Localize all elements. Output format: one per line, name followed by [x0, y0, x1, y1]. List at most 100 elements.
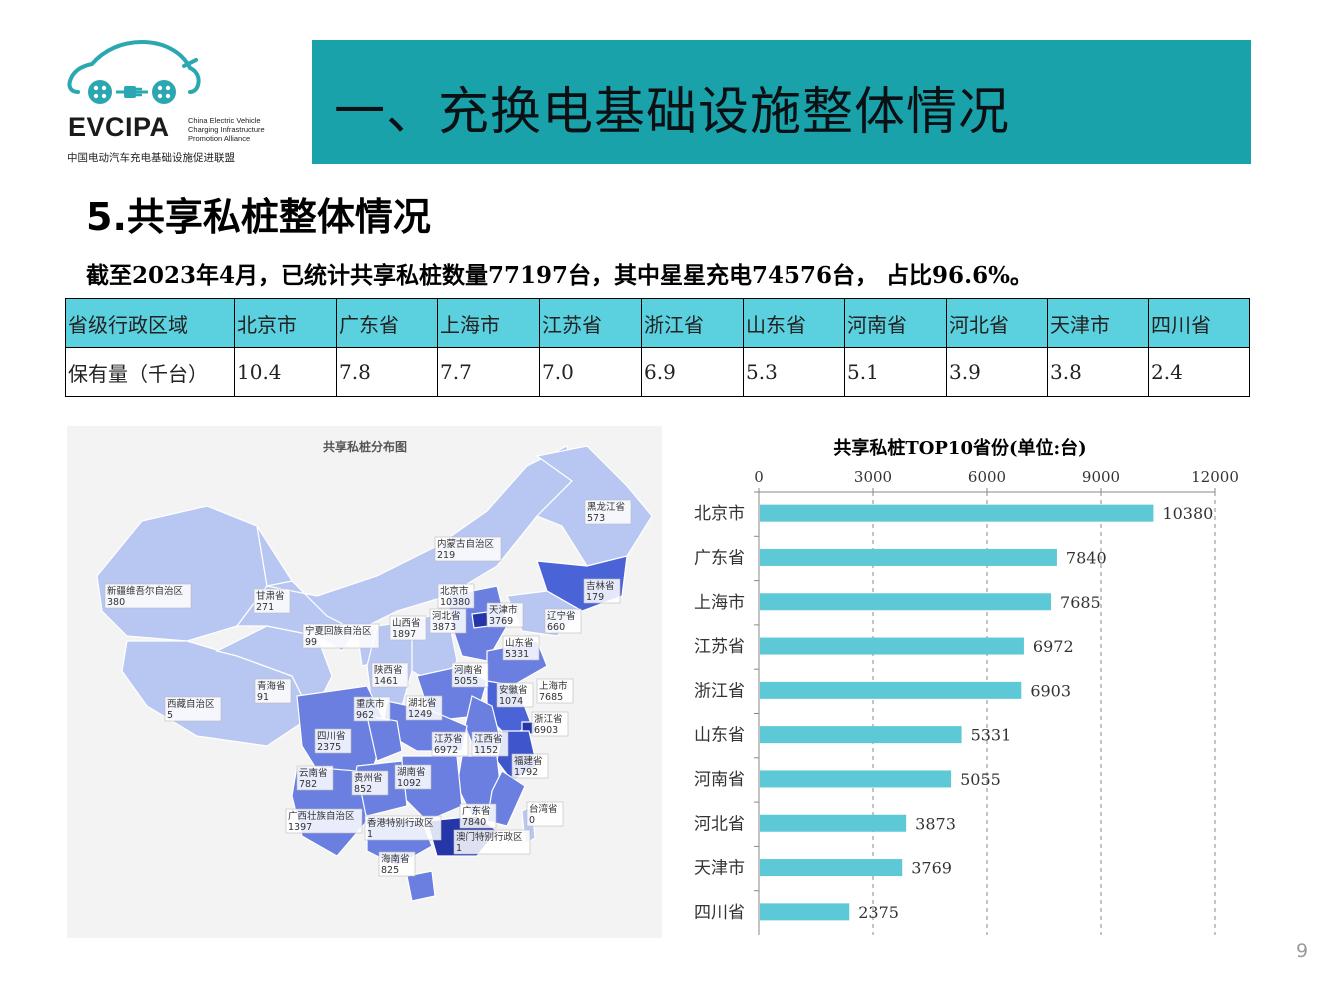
- table-cell: 7.8: [336, 347, 438, 397]
- map-label-name: 广东省: [462, 805, 491, 817]
- map-label-name: 湖北省: [408, 697, 437, 709]
- map-label-value: 0: [529, 815, 535, 826]
- table-cell: 5.3: [743, 347, 845, 397]
- x-tick-label: 0: [754, 468, 764, 486]
- table-header-cell: 河北省: [946, 298, 1048, 348]
- category-label: 山东省: [694, 726, 745, 746]
- map-label-value: 99: [305, 637, 317, 648]
- map-label-name: 河北省: [432, 610, 461, 622]
- x-tick-label: 9000: [1082, 468, 1120, 486]
- data-label: 7685: [1060, 593, 1101, 612]
- table-cell: 6.9: [641, 347, 744, 397]
- map-label-name: 吉林省: [586, 580, 615, 592]
- table-cell: 3.9: [946, 347, 1048, 397]
- map-label-value: 1897: [392, 629, 416, 640]
- evcipa-logo: EVCIPA China Electric Vehicle Charging I…: [62, 38, 277, 168]
- map-label-name: 福建省: [514, 755, 543, 767]
- map-label-name: 江苏省: [434, 733, 463, 745]
- map-label-name: 台湾省: [529, 803, 558, 815]
- table-header-cell: 广东省: [336, 298, 438, 348]
- summary-text: 截至2023年4月，已统计共享私桩数量77197台，其中星星充电74576台， …: [86, 262, 1033, 289]
- province-table: 省级行政区域 北京市 广东省 上海市 江苏省 浙江省 山东省 河南省 河北省 天…: [65, 298, 1250, 397]
- logo-chinese-name: 中国电动汽车充电基础设施促进联盟: [67, 152, 235, 164]
- map-label-value: 1: [456, 843, 462, 854]
- table-header-row: 省级行政区域 北京市 广东省 上海市 江苏省 浙江省 山东省 河南省 河北省 天…: [65, 298, 1250, 348]
- category-label: 广东省: [694, 548, 745, 568]
- map-label-name: 香港特别行政区: [367, 817, 434, 829]
- map-region-hainan: [406, 870, 436, 902]
- map-label-name: 辽宁省: [547, 610, 576, 622]
- china-map-svg: 共享私桩分布图: [96, 439, 653, 902]
- map-label-value: 5331: [505, 649, 529, 660]
- map-title: 共享私桩分布图: [323, 439, 407, 454]
- map-label-value: 825: [381, 865, 399, 876]
- table-cell: 3.8: [1047, 347, 1149, 397]
- map-label-name: 安徽省: [499, 684, 528, 696]
- table-header-cell: 山东省: [743, 298, 845, 348]
- title-banner: 一、充换电基础设施整体情况: [312, 40, 1251, 164]
- chart-title: 共享私桩TOP10省份(单位:台): [833, 438, 1087, 459]
- section-title: 5.共享私桩整体情况: [86, 195, 431, 239]
- map-label-name: 山西省: [392, 617, 421, 629]
- map-label-value: 1461: [374, 676, 398, 687]
- category-label: 天津市: [694, 859, 745, 879]
- table-header-cell: 浙江省: [641, 298, 744, 348]
- map-label-value: 91: [257, 692, 269, 703]
- map-label-value: 2375: [317, 742, 341, 753]
- category-label: 河南省: [694, 770, 745, 790]
- category-label: 河北省: [694, 814, 745, 834]
- map-label-name: 江西省: [474, 733, 503, 745]
- map-label-value: 179: [586, 592, 604, 603]
- data-label: 2375: [858, 903, 899, 922]
- bar: [760, 681, 1022, 699]
- table-header-cell: 省级行政区域: [65, 298, 235, 348]
- table-cell: 2.4: [1148, 347, 1250, 397]
- map-label-name: 青海省: [257, 680, 286, 692]
- table-header-cell: 江苏省: [539, 298, 642, 348]
- map-label-value: 852: [354, 784, 372, 795]
- map-region-beijing: [471, 611, 490, 629]
- map-label-value: 7685: [539, 692, 563, 703]
- map-label-name: 澳门特别行政区: [456, 831, 523, 843]
- map-label-value: 3769: [489, 616, 513, 627]
- map-label-value: 7840: [462, 817, 486, 828]
- table-row: 保有量（千台） 10.4 7.8 7.7 7.0 6.9 5.3 5.1 3.9…: [65, 347, 1250, 397]
- x-tick-label: 6000: [968, 468, 1006, 486]
- data-label: 5331: [971, 726, 1012, 745]
- map-label-value: 1792: [514, 767, 538, 778]
- map-label-value: 573: [587, 513, 605, 524]
- table-cell: 7.7: [437, 347, 540, 397]
- map-label-name: 西藏自治区: [167, 698, 215, 710]
- map-label-value: 10380: [440, 597, 470, 608]
- map-region-fujian: [486, 770, 526, 827]
- bar: [760, 726, 962, 744]
- map-label-name: 上海市: [539, 680, 568, 692]
- map-label-name: 四川省: [317, 730, 346, 742]
- table-header-cell: 上海市: [437, 298, 540, 348]
- logo-name: EVCIPA: [68, 112, 170, 142]
- table-header-cell: 四川省: [1148, 298, 1250, 348]
- category-label: 江苏省: [694, 637, 745, 657]
- category-label: 上海市: [694, 593, 745, 613]
- data-label: 3873: [915, 814, 956, 833]
